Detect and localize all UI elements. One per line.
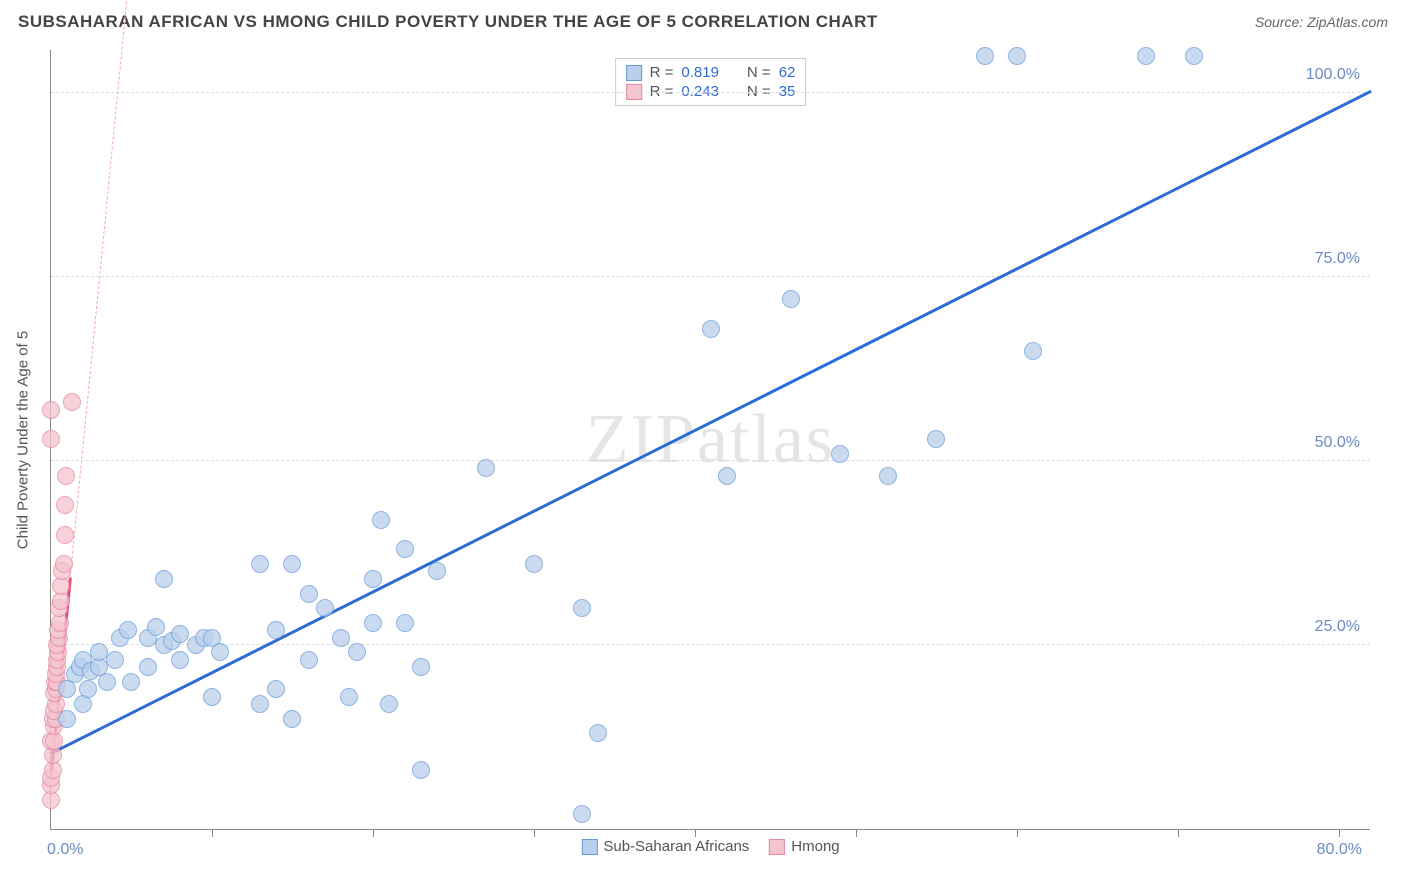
data-point (300, 651, 318, 669)
data-point (573, 805, 591, 823)
y-tick-label: 100.0% (1306, 66, 1360, 84)
data-point (477, 459, 495, 477)
trend-line (70, 0, 142, 578)
y-tick-label: 50.0% (1315, 434, 1360, 452)
x-axis-origin-label: 0.0% (47, 841, 83, 859)
legend-label-a: Sub-Saharan Africans (603, 838, 749, 855)
data-point (976, 47, 994, 65)
x-axis-max-label: 80.0% (1317, 841, 1362, 859)
data-point (1185, 47, 1203, 65)
data-point (573, 599, 591, 617)
data-point (56, 496, 74, 514)
swatch-a (626, 65, 642, 81)
swatch-b-icon (769, 839, 785, 855)
chart-title: SUBSAHARAN AFRICAN VS HMONG CHILD POVERT… (18, 12, 878, 32)
y-tick-label: 25.0% (1315, 618, 1360, 636)
data-point (283, 710, 301, 728)
data-point (147, 618, 165, 636)
data-point (879, 467, 897, 485)
data-point (42, 401, 60, 419)
source-label: Source: ZipAtlas.com (1255, 14, 1388, 30)
data-point (718, 467, 736, 485)
correlation-legend: R = 0.819 N = 62 R = 0.243 N = 35 (615, 58, 807, 106)
data-point (171, 625, 189, 643)
data-point (283, 555, 301, 573)
trend-line (50, 90, 1371, 755)
data-point (267, 680, 285, 698)
legend-label-b: Hmong (791, 838, 839, 855)
data-point (396, 540, 414, 558)
data-point (412, 761, 430, 779)
data-point (203, 688, 221, 706)
data-point (428, 562, 446, 580)
x-tick (1017, 829, 1018, 837)
data-point (251, 555, 269, 573)
x-tick (373, 829, 374, 837)
r-label-a: R = (650, 64, 674, 81)
n-label-a: N = (747, 64, 771, 81)
data-point (589, 724, 607, 742)
data-point (1024, 342, 1042, 360)
data-point (340, 688, 358, 706)
r-value-a: 0.819 (681, 64, 719, 81)
grid-line (51, 460, 1370, 461)
data-point (1137, 47, 1155, 65)
data-point (42, 430, 60, 448)
y-axis-label: Child Poverty Under the Age of 5 (15, 330, 32, 548)
data-point (380, 695, 398, 713)
data-point (831, 445, 849, 463)
data-point (55, 555, 73, 573)
data-point (372, 511, 390, 529)
data-point (171, 651, 189, 669)
data-point (300, 585, 318, 603)
data-point (525, 555, 543, 573)
x-tick (1178, 829, 1179, 837)
y-tick-label: 75.0% (1315, 250, 1360, 268)
data-point (316, 599, 334, 617)
data-point (364, 614, 382, 632)
grid-line (51, 276, 1370, 277)
data-point (58, 710, 76, 728)
data-point (98, 673, 116, 691)
data-point (348, 643, 366, 661)
data-point (139, 658, 157, 676)
data-point (267, 621, 285, 639)
data-point (155, 570, 173, 588)
grid-line (51, 644, 1370, 645)
plot-area: ZIPatlas Child Poverty Under the Age of … (50, 50, 1370, 830)
data-point (1008, 47, 1026, 65)
data-point (122, 673, 140, 691)
data-point (702, 320, 720, 338)
data-point (332, 629, 350, 647)
x-tick (695, 829, 696, 837)
data-point (251, 695, 269, 713)
data-point (106, 651, 124, 669)
data-point (412, 658, 430, 676)
n-value-a: 62 (779, 64, 796, 81)
data-point (63, 393, 81, 411)
data-point (364, 570, 382, 588)
data-point (396, 614, 414, 632)
data-point (79, 680, 97, 698)
x-tick (534, 829, 535, 837)
swatch-a-icon (581, 839, 597, 855)
series-legend: Sub-Saharan Africans Hmong (581, 838, 839, 855)
data-point (56, 526, 74, 544)
data-point (782, 290, 800, 308)
data-point (119, 621, 137, 639)
grid-line (51, 92, 1370, 93)
legend-row-a: R = 0.819 N = 62 (626, 63, 796, 82)
data-point (57, 467, 75, 485)
x-tick (1339, 829, 1340, 837)
legend-item-a: Sub-Saharan Africans (581, 838, 749, 855)
legend-item-b: Hmong (769, 838, 839, 855)
x-tick (212, 829, 213, 837)
data-point (211, 643, 229, 661)
data-point (927, 430, 945, 448)
x-tick (856, 829, 857, 837)
